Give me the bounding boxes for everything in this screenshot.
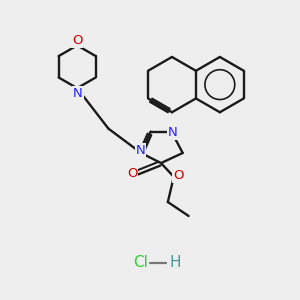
Text: H: H <box>169 255 181 270</box>
Text: N: N <box>168 126 178 139</box>
Text: O: O <box>173 169 184 182</box>
Text: N: N <box>73 87 82 100</box>
Text: Cl: Cl <box>133 255 148 270</box>
Text: O: O <box>72 34 83 47</box>
Text: O: O <box>127 167 137 180</box>
Text: N: N <box>136 144 146 157</box>
